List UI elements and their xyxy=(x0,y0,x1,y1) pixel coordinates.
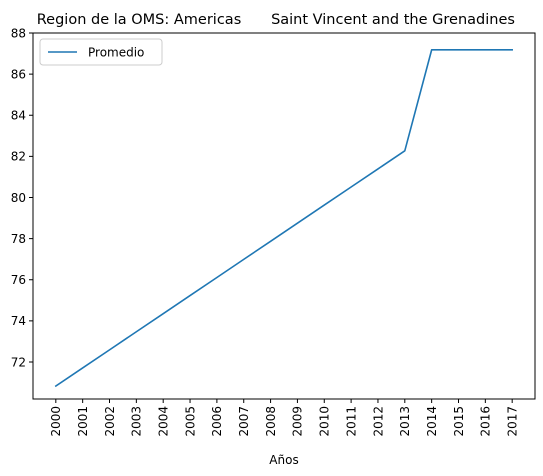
series-line-promedio xyxy=(54,49,513,388)
x-tick-label: 2000 xyxy=(49,406,63,437)
y-tick-label: 84 xyxy=(11,109,26,123)
x-axis: 2000 2001 2002 2003 2004 2005 2006 2007 2008 2009… xyxy=(49,399,519,437)
x-tick-label: 2012 xyxy=(371,406,385,437)
chart-title-left: Region de la OMS: Americas xyxy=(37,12,242,28)
x-tick-label: 2005 xyxy=(183,406,197,437)
x-tick-label: 2015 xyxy=(452,406,466,437)
y-tick-label: 86 xyxy=(11,67,26,81)
y-tick-label: 72 xyxy=(11,355,26,369)
y-tick-label: 74 xyxy=(11,314,26,328)
x-tick-label: 2008 xyxy=(264,406,278,437)
y-axis: 72 74 76 78 80 82 84 86 88 xyxy=(11,26,33,369)
x-tick-label: 2010 xyxy=(318,406,332,437)
y-tick-label: 88 xyxy=(11,26,26,40)
x-tick-label: 2001 xyxy=(76,406,90,437)
x-tick-label: 2009 xyxy=(291,406,305,437)
legend-box xyxy=(39,38,163,66)
plot-area-frame xyxy=(32,32,536,400)
x-tick-label: 2004 xyxy=(156,406,170,437)
x-tick-label: 2003 xyxy=(130,406,144,437)
x-tick-label: 2006 xyxy=(210,406,224,437)
y-tick-label: 82 xyxy=(11,150,26,164)
x-tick-label: 2007 xyxy=(237,406,251,437)
chart-title-right: Saint Vincent and the Grenadines xyxy=(271,12,515,28)
x-tick-label: 2002 xyxy=(103,406,117,437)
x-tick-label: 2017 xyxy=(505,406,519,437)
series-layer xyxy=(54,49,513,388)
legend-label-promedio: Promedio xyxy=(88,46,144,60)
x-tick-label: 2014 xyxy=(425,406,439,437)
y-tick-label: 80 xyxy=(11,191,26,205)
x-tick-label: 2013 xyxy=(398,406,412,437)
x-tick-label: 2016 xyxy=(479,406,493,437)
x-tick-label: 2011 xyxy=(344,406,358,437)
y-tick-label: 78 xyxy=(11,232,26,246)
legend: Promedio xyxy=(39,38,163,66)
y-tick-label: 76 xyxy=(11,273,26,287)
x-axis-label: Años xyxy=(269,453,298,467)
